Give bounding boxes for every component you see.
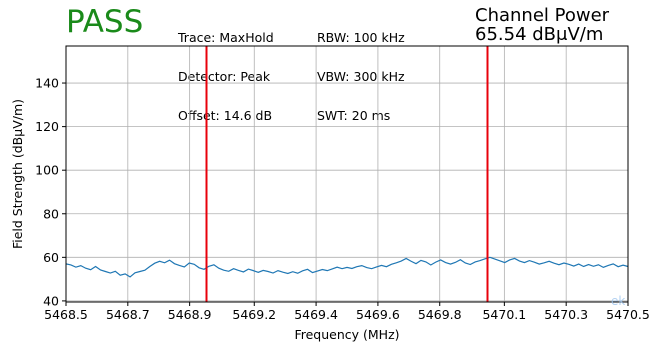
x-tick-label: 5468.7	[106, 307, 150, 322]
vbw-label: VBW: 300 kHz	[317, 69, 405, 84]
y-tick-label: 80	[43, 206, 59, 221]
y-tick-label: 40	[43, 293, 59, 308]
pass-status: PASS	[66, 4, 144, 40]
x-tick-label: 5469.2	[232, 307, 276, 322]
channel-power-readout: Channel Power 65.54 dBμV/m	[475, 6, 609, 44]
watermark-logo-icon: ek	[611, 294, 626, 308]
x-tick-label: 5470.1	[482, 307, 526, 322]
x-tick-label: 5469.6	[356, 307, 400, 322]
x-tick-label: 5469.8	[418, 307, 462, 322]
channel-power-title: Channel Power	[475, 5, 610, 26]
y-tick-label: 100	[35, 163, 59, 178]
x-tick-label: 5470.5	[606, 307, 650, 322]
swt-label: SWT: 20 ms	[317, 108, 391, 123]
trace-settings: Trace: MaxHold Detector: Peak Offset: 14…	[178, 5, 274, 135]
offset-label: Offset: 14.6 dB	[178, 108, 273, 123]
x-tick-label: 5468.9	[168, 307, 212, 322]
y-axis-label: Field Strength (dBμV/m)	[10, 99, 25, 249]
rbw-label: RBW: 100 kHz	[317, 30, 405, 45]
y-tick-label: 140	[35, 76, 59, 91]
y-tick-label: 120	[35, 119, 59, 134]
channel-power-value: 65.54 dBμV/m	[475, 24, 604, 45]
plot-frame	[65, 45, 629, 303]
x-tick-label: 5468.5	[44, 307, 88, 322]
x-axis-label: Frequency (MHz)	[294, 327, 399, 342]
trace-mode-label: Trace: MaxHold	[178, 30, 274, 45]
y-tick-label: 60	[43, 250, 59, 265]
spectrum-trace	[65, 256, 629, 278]
x-tick-label: 5469.4	[294, 307, 338, 322]
bandwidth-settings: RBW: 100 kHz VBW: 300 kHz SWT: 20 ms	[317, 5, 405, 135]
x-tick-label: 5470.3	[544, 307, 588, 322]
